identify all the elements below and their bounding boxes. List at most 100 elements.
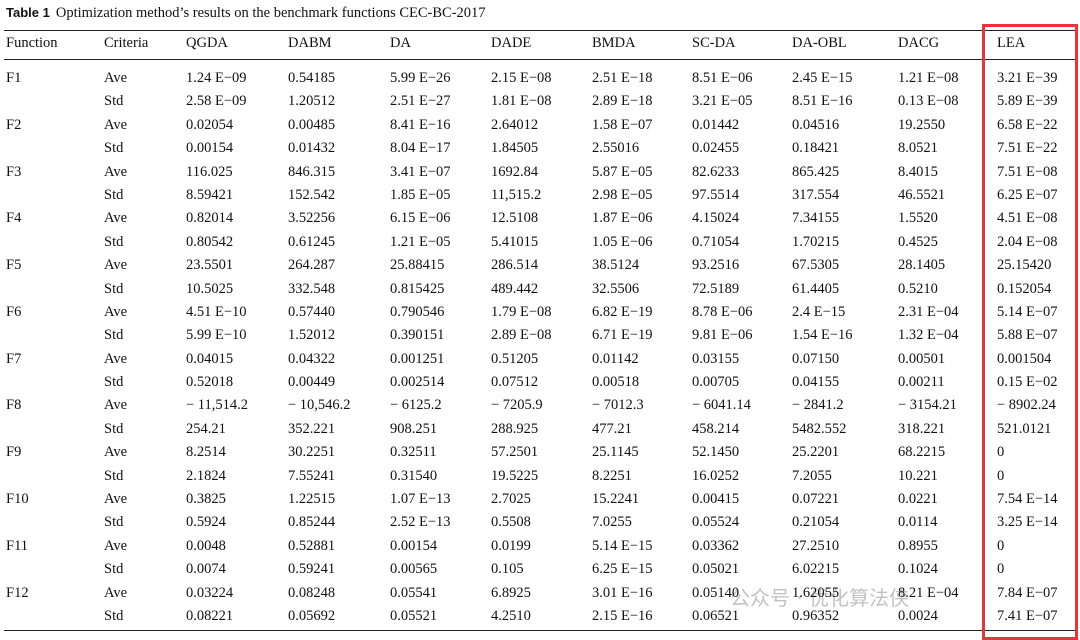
value-cell: 264.287 bbox=[288, 257, 336, 274]
value-cell: 12.5108 bbox=[491, 210, 539, 227]
value-cell: 0.82014 bbox=[186, 210, 234, 227]
value-cell: 0.152054 bbox=[997, 280, 1052, 297]
value-cell: 8.0521 bbox=[898, 140, 938, 157]
value-cell: 2.45 E−15 bbox=[792, 70, 853, 86]
header-cell: DA-OBL bbox=[792, 35, 847, 51]
criteria-label: Ave bbox=[104, 444, 128, 461]
criteria-label: Std bbox=[104, 186, 124, 203]
value-cell: 6.25 E−15 bbox=[592, 561, 653, 578]
value-cell: 4.2510 bbox=[491, 607, 531, 624]
value-cell: 0.00485 bbox=[288, 116, 336, 133]
value-cell: 0.03224 bbox=[186, 584, 234, 601]
value-cell: 318.221 bbox=[898, 420, 946, 437]
value-cell: 7.41 E−07 bbox=[997, 607, 1058, 624]
value-cell: 3.21 E−05 bbox=[692, 93, 753, 110]
value-cell: 38.5124 bbox=[592, 257, 640, 274]
value-cell: 0.04516 bbox=[792, 116, 840, 133]
value-cell: 0.001504 bbox=[997, 350, 1052, 367]
value-cell: 288.925 bbox=[491, 420, 539, 437]
value-cell: 2.7025 bbox=[491, 491, 531, 508]
criteria-label: Ave bbox=[104, 163, 128, 180]
value-cell: 0.5924 bbox=[186, 514, 226, 531]
value-cell: 0.390151 bbox=[390, 327, 445, 344]
value-cell: 10.221 bbox=[898, 467, 938, 484]
value-cell: 93.2516 bbox=[692, 257, 740, 274]
value-cell: 1.84505 bbox=[491, 140, 539, 157]
value-cell: 2.64012 bbox=[491, 116, 539, 133]
value-cell: 8.59421 bbox=[186, 186, 234, 203]
value-cell: 0.02054 bbox=[186, 116, 234, 133]
value-cell: 19.5225 bbox=[491, 467, 539, 484]
value-cell: 286.514 bbox=[491, 257, 539, 274]
value-cell: 0.0199 bbox=[491, 537, 531, 554]
value-cell: 8.51 E−16 bbox=[792, 93, 853, 110]
value-cell: 352.221 bbox=[288, 420, 336, 437]
value-cell: 1.32 E−04 bbox=[898, 327, 959, 344]
value-cell: 19.2550 bbox=[898, 116, 946, 133]
value-cell: 0.05692 bbox=[288, 607, 336, 624]
value-cell: 1.62055 bbox=[792, 584, 840, 601]
value-cell: 25.2201 bbox=[792, 444, 840, 461]
function-label: F4 bbox=[6, 210, 22, 227]
value-cell: 8.2514 bbox=[186, 444, 226, 461]
criteria-label: Ave bbox=[104, 584, 128, 601]
value-cell: 2.51 E−27 bbox=[390, 93, 451, 110]
value-cell: 0.31540 bbox=[390, 467, 438, 484]
value-cell: 8.78 E−06 bbox=[692, 303, 753, 320]
function-label: F9 bbox=[6, 444, 22, 461]
value-cell: 3.01 E−16 bbox=[592, 584, 653, 601]
value-cell: 10.5025 bbox=[186, 280, 234, 297]
value-cell: 521.0121 bbox=[997, 420, 1052, 437]
criteria-label: Std bbox=[104, 140, 124, 157]
value-cell: 5.87 E−05 bbox=[592, 163, 653, 180]
value-cell: 5.89 E−39 bbox=[997, 93, 1058, 110]
criteria-label: Ave bbox=[104, 537, 128, 554]
value-cell: 0.08221 bbox=[186, 607, 234, 624]
value-cell: 0 bbox=[997, 561, 1005, 578]
value-cell: 8.41 E−16 bbox=[390, 116, 451, 133]
header-cell: DADE bbox=[491, 35, 532, 51]
value-cell: 1.22515 bbox=[288, 491, 336, 508]
value-cell: 1.54 E−16 bbox=[792, 327, 853, 344]
value-cell: 0.00154 bbox=[186, 140, 234, 157]
function-label: F11 bbox=[6, 537, 29, 554]
function-label: F3 bbox=[6, 163, 22, 180]
value-cell: 1.58 E−07 bbox=[592, 116, 653, 133]
value-cell: 5482.552 bbox=[792, 420, 847, 437]
value-cell: 97.5514 bbox=[692, 186, 740, 203]
value-cell: 0.80542 bbox=[186, 233, 234, 250]
value-cell: 116.025 bbox=[186, 163, 233, 180]
value-cell: 908.251 bbox=[390, 420, 438, 437]
value-cell: − 7012.3 bbox=[592, 397, 644, 414]
value-cell: 6.25 E−07 bbox=[997, 186, 1058, 203]
value-cell: 0 bbox=[997, 467, 1005, 484]
value-cell: 0.15 E−02 bbox=[997, 374, 1058, 391]
value-cell: 1.05 E−06 bbox=[592, 233, 653, 250]
value-cell: 0.00705 bbox=[692, 374, 740, 391]
value-cell: 0.0048 bbox=[186, 537, 226, 554]
value-cell: 7.54 E−14 bbox=[997, 491, 1058, 508]
criteria-label: Std bbox=[104, 420, 124, 437]
value-cell: 0.0074 bbox=[186, 561, 226, 578]
value-cell: 2.58 E−09 bbox=[186, 93, 247, 110]
value-cell: 0.5210 bbox=[898, 280, 938, 297]
value-cell: 1.52012 bbox=[288, 327, 336, 344]
caption-text: Optimization method’s results on the ben… bbox=[55, 5, 486, 21]
function-label: F8 bbox=[6, 397, 22, 414]
value-cell: 0.04015 bbox=[186, 350, 234, 367]
value-cell: 0.00501 bbox=[898, 350, 946, 367]
value-cell: 0.3825 bbox=[186, 491, 226, 508]
value-cell: 4.15024 bbox=[692, 210, 740, 227]
value-cell: 0.05021 bbox=[692, 561, 740, 578]
value-cell: 0.00518 bbox=[592, 374, 640, 391]
value-cell: 28.1405 bbox=[898, 257, 946, 274]
bottom-rule bbox=[4, 630, 1076, 631]
value-cell: 0.05521 bbox=[390, 607, 438, 624]
value-cell: 458.214 bbox=[692, 420, 740, 437]
criteria-label: Std bbox=[104, 607, 124, 624]
value-cell: 8.04 E−17 bbox=[390, 140, 451, 157]
value-cell: 0.51205 bbox=[491, 350, 539, 367]
value-cell: 2.98 E−05 bbox=[592, 186, 653, 203]
value-cell: 8.21 E−04 bbox=[898, 584, 959, 601]
